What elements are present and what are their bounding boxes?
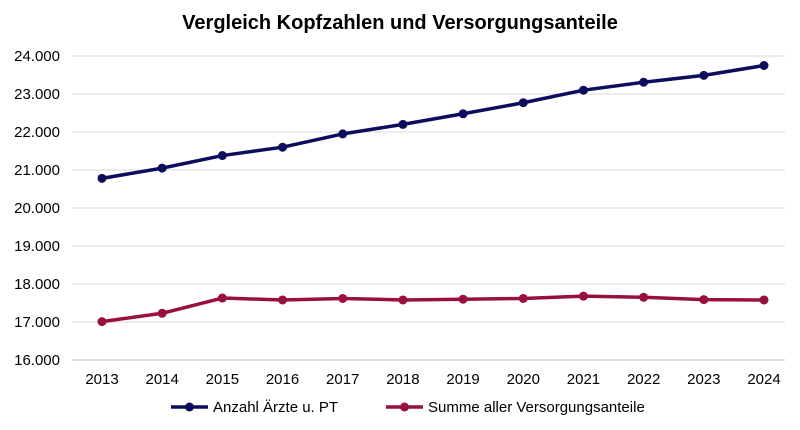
axes: 16.000 17.000 18.000 19.000 20.000 21.000 22.0…	[14, 48, 785, 388]
x-tick-label: 2021	[567, 371, 600, 388]
data-point	[639, 77, 649, 87]
x-tick-label: 2013	[85, 371, 118, 388]
y-tick-label: 23.000	[14, 86, 60, 103]
data-point	[217, 293, 227, 303]
data-point	[278, 295, 288, 305]
x-tick-label: 2020	[507, 371, 540, 388]
legend-item-1: Anzahl Ärzte u. PT	[171, 399, 338, 416]
data-point	[518, 293, 528, 303]
data-point	[759, 295, 769, 305]
data-point	[338, 129, 348, 139]
y-tick-label: 17.000	[14, 314, 60, 331]
x-tick-label: 2017	[326, 371, 359, 388]
x-tick-label: 2023	[687, 371, 720, 388]
legend-item-2: Summe aller Versorgungsanteile	[386, 399, 645, 416]
y-tick-label: 24.000	[14, 48, 60, 65]
data-point	[639, 292, 649, 302]
gridlines	[72, 55, 785, 323]
data-point	[398, 295, 408, 305]
x-tick-label: 2018	[386, 371, 419, 388]
y-tick-label: 19.000	[14, 238, 60, 255]
data-point	[518, 98, 528, 108]
data-point	[699, 295, 709, 305]
x-tick-label: 2016	[266, 371, 299, 388]
data-point	[97, 173, 107, 183]
series-2	[97, 291, 769, 327]
data-point	[338, 293, 348, 303]
series-line	[100, 294, 766, 324]
x-tick-label: 2019	[446, 371, 479, 388]
data-point	[217, 151, 227, 161]
data-point	[458, 109, 468, 119]
data-point	[578, 291, 588, 301]
series-line	[100, 63, 766, 181]
legend-label: Summe aller Versorgungsanteile	[428, 399, 645, 416]
x-tick-label: 2024	[747, 371, 780, 388]
x-tick-label: 2015	[206, 371, 239, 388]
chart-title: Vergleich Kopfzahlen und Versorgungsante…	[182, 12, 618, 34]
data-point	[97, 317, 107, 327]
data-point	[157, 308, 167, 318]
y-tick-label: 22.000	[14, 124, 60, 141]
y-tick-label: 20.000	[14, 200, 60, 217]
y-tick-label: 21.000	[14, 162, 60, 179]
data-point	[398, 119, 408, 129]
data-point	[759, 61, 769, 70]
y-tick-label: 18.000	[14, 276, 60, 293]
data-point	[458, 294, 468, 304]
data-point	[278, 142, 288, 152]
legend-swatch-marker	[185, 402, 194, 412]
y-tick-label: 16.000	[14, 352, 60, 369]
x-tick-label: 2022	[627, 371, 660, 388]
legend: Anzahl Ärzte u. PT Summe aller Versorgung…	[171, 399, 645, 416]
legend-label: Anzahl Ärzte u. PT	[213, 399, 338, 416]
legend-swatch-marker	[400, 402, 409, 412]
x-tick-label: 2014	[145, 371, 178, 388]
series-lines	[97, 61, 769, 327]
data-point	[578, 85, 588, 95]
data-point	[699, 70, 709, 80]
data-point	[157, 163, 167, 173]
series-1	[97, 61, 769, 183]
